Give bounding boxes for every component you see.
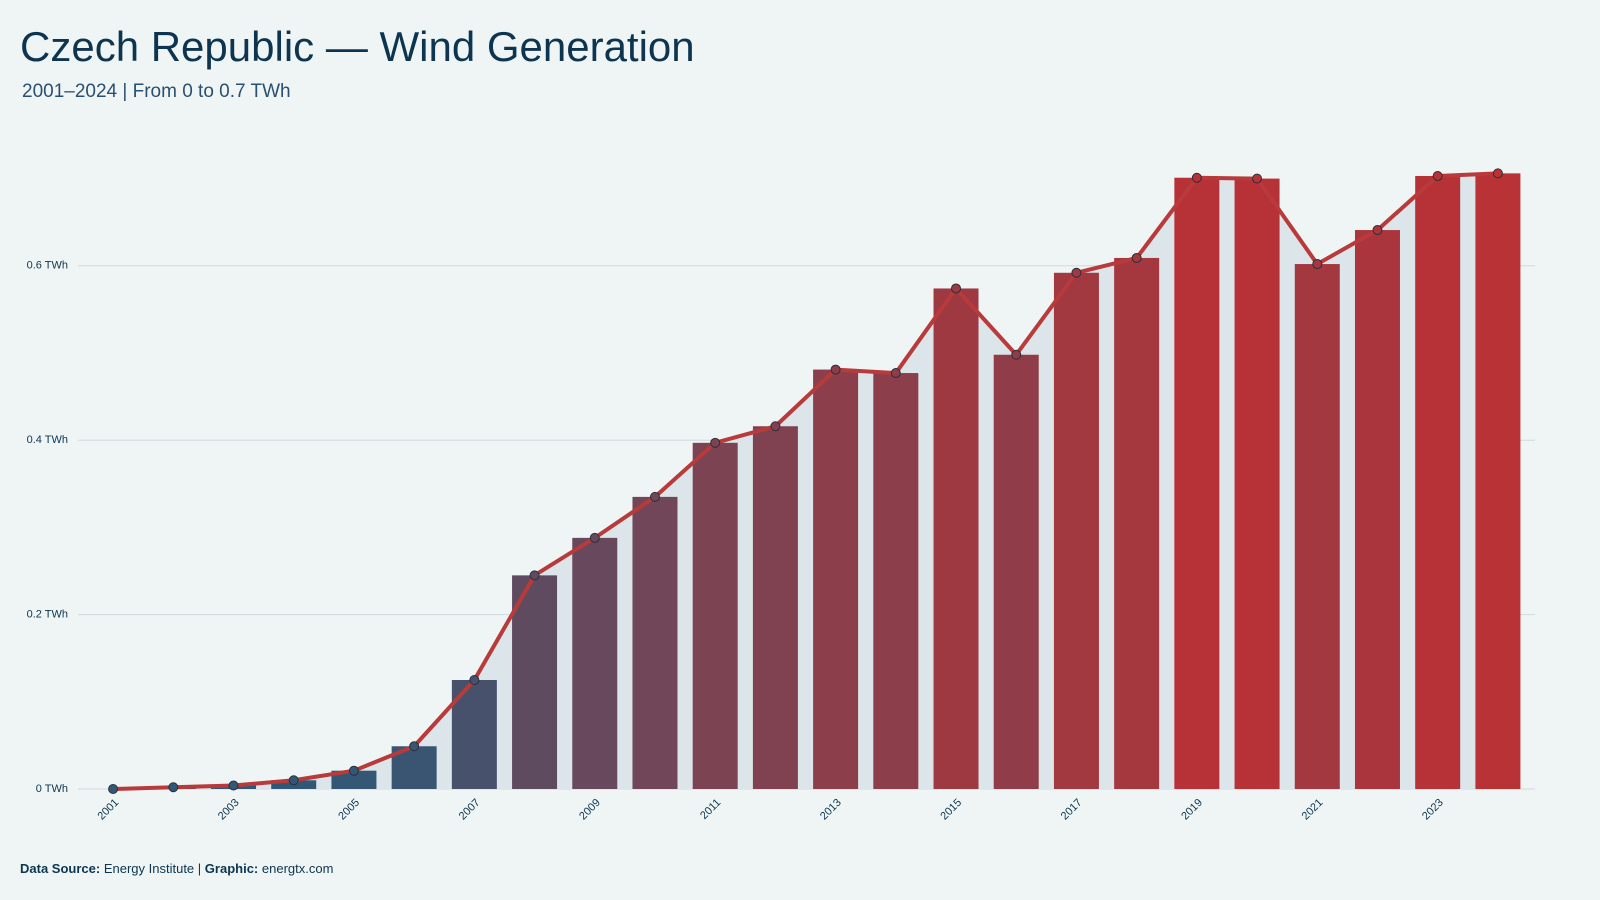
- marker: [589, 532, 600, 543]
- y-tick-label: 0.6 TWh: [27, 260, 68, 272]
- marker: [710, 437, 721, 448]
- marker: [1131, 252, 1142, 263]
- marker: [951, 283, 962, 294]
- marker: [469, 675, 480, 685]
- marker: [1071, 267, 1082, 278]
- marker: [1492, 168, 1503, 179]
- x-tick-label: 2019: [1179, 797, 1205, 823]
- x-tick-label: 2013: [818, 797, 844, 823]
- bar: [813, 369, 859, 789]
- bar: [572, 537, 618, 789]
- y-tick-label: 0.2 TWh: [27, 609, 68, 621]
- x-tick-label: 2001: [95, 797, 121, 823]
- marker: [168, 782, 179, 793]
- x-tick-label: 2023: [1420, 797, 1446, 823]
- bar: [1415, 175, 1461, 789]
- marker: [529, 570, 540, 581]
- marker: [1011, 349, 1022, 360]
- x-tick-label: 2017: [1059, 797, 1085, 823]
- marker: [228, 780, 239, 791]
- bar: [1475, 173, 1521, 790]
- marker: [890, 368, 901, 379]
- marker: [409, 741, 420, 752]
- bar: [1294, 264, 1340, 789]
- chart-subtitle: 2001–2024 | From 0 to 0.7 TWh: [22, 81, 291, 102]
- graphic: energtx.com: [262, 861, 334, 876]
- bar: [512, 575, 558, 789]
- marker: [1432, 170, 1443, 181]
- x-tick-label: 2021: [1300, 797, 1326, 823]
- source: Energy Institute: [104, 861, 194, 876]
- x-tick-label: 2003: [216, 797, 242, 823]
- x-tick-label: 2005: [336, 797, 362, 823]
- bar: [692, 442, 738, 789]
- chart-title: Czech Republic — Wind Generation: [20, 23, 695, 70]
- bar: [873, 373, 919, 789]
- marker: [649, 491, 660, 502]
- marker: [770, 421, 781, 432]
- separator: |: [198, 861, 201, 876]
- bar: [331, 770, 377, 789]
- bar: [1234, 178, 1280, 790]
- x-tick-label: 2011: [698, 797, 723, 822]
- bar: [1174, 177, 1220, 789]
- source-label: Data Source:: [20, 861, 100, 876]
- marker: [348, 765, 359, 776]
- bar: [632, 496, 678, 789]
- x-tick-label: 2015: [938, 797, 964, 823]
- marker: [1252, 173, 1263, 184]
- x-tick-label: 2009: [577, 797, 603, 823]
- bar: [752, 426, 798, 789]
- marker: [1372, 225, 1383, 236]
- line: [113, 171, 1498, 791]
- x-tick-label: 2007: [457, 797, 483, 823]
- marker: [288, 775, 299, 786]
- marker: [830, 364, 841, 375]
- bar: [933, 288, 979, 789]
- bar: [993, 354, 1039, 789]
- y-tick-label: 0.4 TWh: [27, 434, 68, 446]
- graphic-label: Graphic:: [205, 861, 258, 876]
- y-tick-label: 0 TWh: [36, 783, 68, 795]
- bar: [1053, 272, 1099, 789]
- marker: [1191, 172, 1202, 183]
- marker: [108, 784, 119, 794]
- footer: Data Source: Energy Institute | Graphic:…: [20, 861, 333, 876]
- marker: [1312, 259, 1323, 270]
- bar: [1114, 257, 1160, 789]
- bar: [1354, 230, 1400, 790]
